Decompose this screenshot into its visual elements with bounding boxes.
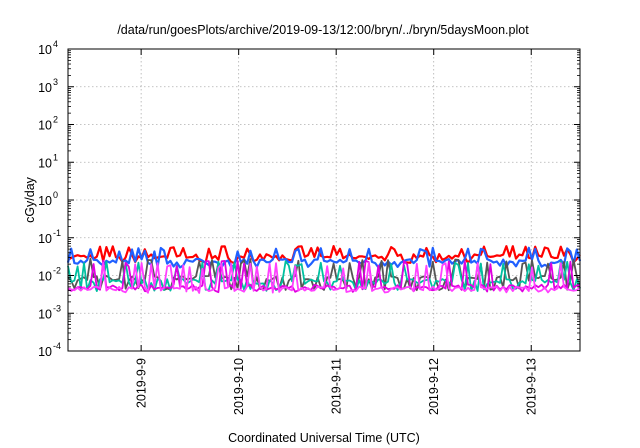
y-tick-exponent: 4 [53,39,58,49]
y-tick-label: 10 [38,43,52,57]
y-tick-exponent: 0 [53,190,58,200]
y-tick-label: 10 [38,307,52,321]
y-axis-label: cGy/day [23,176,37,223]
series-line [67,257,581,292]
x-tick-label: 2019-9-10 [232,358,246,415]
chart-title: /data/run/goesPlots/archive/2019-09-13/1… [117,23,529,37]
grid [68,49,580,351]
y-tick-label: 10 [38,81,52,95]
y-tick-label: 10 [38,194,52,208]
series-line [66,246,582,269]
y-tick-exponent: 3 [53,77,58,87]
y-tick-exponent: -1 [53,228,61,238]
y-tick-label: 10 [38,232,52,246]
y-tick-exponent: -2 [53,266,61,276]
x-tick-label: 2019-9-11 [330,358,344,414]
y-tick-exponent: -4 [53,341,61,351]
series-line [67,259,580,294]
y-tick-exponent: 1 [53,152,58,162]
x-tick-label: 2019-9-12 [427,358,441,415]
x-axis-label: Coordinated Universal Time (UTC) [228,431,420,445]
x-axis: 2019-9-9 2019-9-10 2019-9-11 2019-9-12 2019-… [135,49,539,415]
x-tick-label: 2019-9-13 [525,358,539,415]
series-line [67,261,581,294]
y-tick-label: 10 [38,119,52,133]
y-tick-label: 10 [38,270,52,284]
y-tick-label: 10 [38,156,52,170]
y-tick-exponent: 2 [53,115,58,125]
x-tick-label: 2019-9-9 [135,358,149,408]
y-tick-exponent: -3 [53,303,61,313]
series-layer [66,245,582,294]
y-tick-label: 10 [38,345,52,359]
